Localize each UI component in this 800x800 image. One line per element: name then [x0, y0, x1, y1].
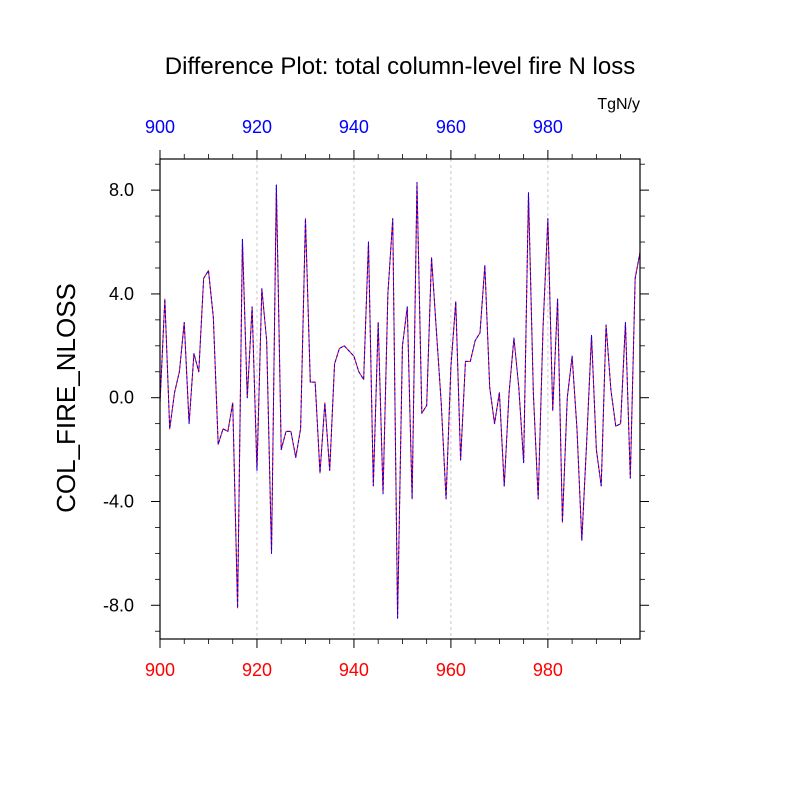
y-tick-label: 0.0 [109, 388, 134, 408]
y-tick-label: 4.0 [109, 284, 134, 304]
x-tick-label-top: 960 [436, 117, 466, 137]
x-tick-label-top: 920 [242, 117, 272, 137]
x-tick-label-bottom: 960 [436, 660, 466, 680]
x-tick-label-top: 980 [533, 117, 563, 137]
x-tick-label-bottom: 920 [242, 660, 272, 680]
y-tick-label: -4.0 [103, 491, 134, 511]
gridlines [256, 159, 549, 639]
plot-frame [159, 158, 641, 640]
y-tick-label: 8.0 [109, 180, 134, 200]
x-tick-label-bottom: 980 [533, 660, 563, 680]
x-tick-label-top: 940 [339, 117, 369, 137]
x-tick-label-top: 900 [145, 117, 175, 137]
x-tick-label-bottom: 940 [339, 660, 369, 680]
series-lines [159, 181, 641, 619]
axis-ticks [151, 150, 649, 648]
chart-title: Difference Plot: total column-level fire… [165, 53, 635, 80]
units-label: TgN/y [597, 96, 640, 113]
y-axis-label: COL_FIRE_NLOSS [51, 283, 81, 513]
y-tick-label: -8.0 [103, 595, 134, 615]
series-line-2 [159, 181, 641, 619]
tick-labels: 900 900 920 920 940 940 960 960 980 980 -8.0 -4.0 0.… [103, 117, 563, 680]
x-tick-label-bottom: 900 [145, 660, 175, 680]
